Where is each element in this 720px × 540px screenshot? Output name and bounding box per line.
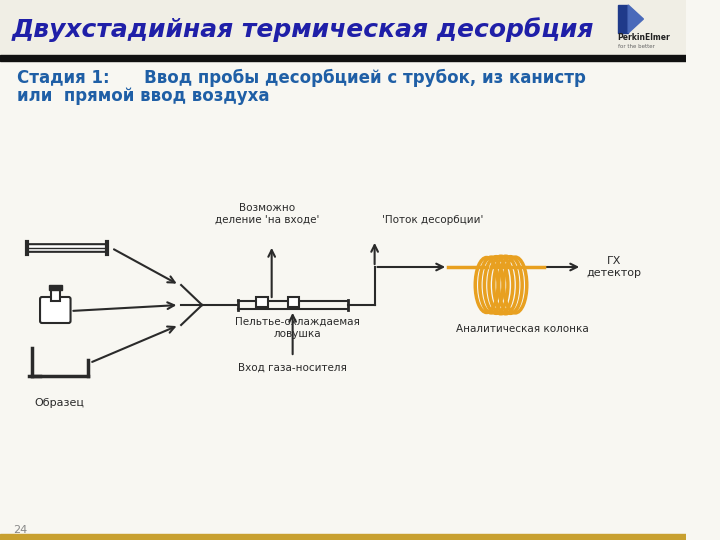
Text: Двухстадийная термическая десорбция: Двухстадийная термическая десорбция <box>12 18 594 43</box>
Text: Стадия 1:      Ввод пробы десорбцией с трубок, из канистр: Стадия 1: Ввод пробы десорбцией с трубок… <box>17 69 586 87</box>
Text: Аналитическая колонка: Аналитическая колонка <box>456 324 589 334</box>
Text: 'Поток десорбции': 'Поток десорбции' <box>382 215 484 225</box>
Bar <box>256 297 268 307</box>
Text: PerkinElmer: PerkinElmer <box>618 33 670 43</box>
Text: 24: 24 <box>14 525 27 535</box>
FancyBboxPatch shape <box>40 297 71 323</box>
Bar <box>49 285 62 290</box>
Polygon shape <box>628 5 644 33</box>
Bar <box>0 55 686 61</box>
Text: Вход газа-носителя: Вход газа-носителя <box>238 363 347 373</box>
Text: или  прямой ввод воздуха: или прямой ввод воздуха <box>17 87 270 105</box>
Text: Пельтье-охлаждаемая
ловушка: Пельтье-охлаждаемая ловушка <box>235 317 360 339</box>
Bar <box>288 297 300 307</box>
Bar <box>50 289 60 301</box>
Text: for the better: for the better <box>618 44 654 49</box>
Text: ГХ
детектор: ГХ детектор <box>587 256 642 278</box>
Text: Возможно
деление 'на входе': Возможно деление 'на входе' <box>215 204 319 225</box>
Bar <box>0 534 686 540</box>
Bar <box>0 0 686 55</box>
Text: Образец: Образец <box>34 398 84 408</box>
Bar <box>618 5 628 33</box>
